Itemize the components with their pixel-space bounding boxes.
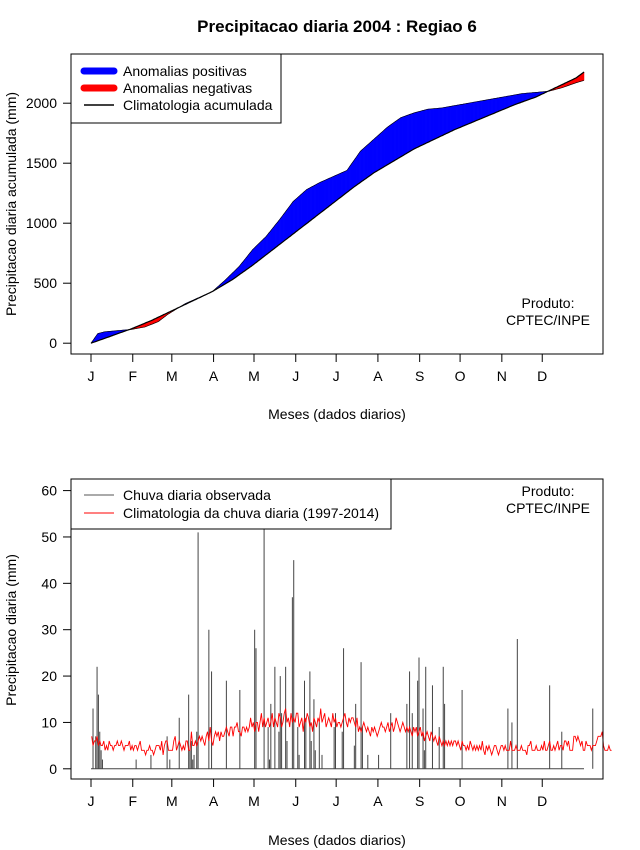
daily-ytick-label: 20: [41, 668, 57, 684]
daily-ytick-label: 40: [41, 575, 57, 591]
product-source: CPTEC/INPE: [506, 312, 590, 328]
acc-xtick-label: M: [248, 368, 260, 384]
daily-xtick-label: A: [209, 793, 219, 809]
daily-xtick-label: D: [537, 793, 547, 809]
daily-bars: [91, 513, 594, 770]
daily-xtick-label: J: [292, 793, 299, 809]
legend-label-negative: Anomalias negativas: [123, 80, 252, 96]
daily-ytick-label: 50: [41, 529, 57, 545]
acc-xtick-label: M: [166, 368, 178, 384]
daily-xtick-label: J: [88, 793, 95, 809]
legend-label-climatology: Climatologia da chuva diaria (1997-2014): [123, 505, 379, 521]
y-axis-title: Precipitacao diaria (mm): [3, 554, 19, 706]
acc-xtick-label: J: [333, 368, 340, 384]
legend-item-climatology: Climatologia acumulada: [84, 97, 273, 113]
acc-xtick-label: N: [497, 368, 507, 384]
acc-ytick-label: 2000: [26, 95, 57, 111]
daily-xtick-label: N: [497, 793, 507, 809]
y-axis: 0 500 1000 1500 2000: [26, 95, 71, 351]
x-axis-title: Meses (dados diarios): [268, 406, 406, 422]
legend-item-climatology: Climatologia da chuva diaria (1997-2014): [84, 505, 379, 521]
legend-item-positive: Anomalias positivas: [80, 63, 247, 79]
climatology-accumulated-line: [90, 71, 585, 344]
acc-ytick-label: 0: [49, 335, 57, 351]
plot-frame: [70, 53, 604, 355]
legend-item-negative: Anomalias negativas: [80, 80, 252, 96]
acc-xtick-label: S: [415, 368, 424, 384]
acc-xtick-label: A: [373, 368, 383, 384]
daily-xtick-label: J: [333, 793, 340, 809]
acc-xtick-label: F: [128, 368, 137, 384]
daily-chart: 0 10 20 30 40 50 60 J F M A M J J A S O N D Precipitacao …: [3, 478, 612, 848]
acc-ytick-label: 1000: [26, 215, 57, 231]
acc-xtick-label: J: [292, 368, 299, 384]
legend-label-positive: Anomalias positivas: [123, 63, 247, 79]
acc-xtick-label: A: [209, 368, 219, 384]
daily-xtick-label: A: [373, 793, 383, 809]
acc-ytick-label: 1500: [26, 155, 57, 171]
legend: Anomalias positivas Anomalias negativas …: [70, 53, 282, 124]
product-label: Produto:: [522, 295, 575, 311]
daily-xtick-label: M: [166, 793, 178, 809]
x-axis-title: Meses (dados diarios): [268, 832, 406, 848]
accumulated-chart: 0 500 1000 1500 2000 J F M A M J J A S O N D Precipitac…: [3, 53, 604, 422]
observed-accumulated-outline: [90, 80, 585, 344]
acc-ytick-label: 500: [34, 275, 58, 291]
legend-box: [70, 478, 392, 530]
y-axis: 0 10 20 30 40 50 60: [41, 483, 71, 777]
daily-ytick-label: 60: [41, 483, 57, 499]
legend: Chuva diaria observada Climatologia da c…: [70, 478, 392, 530]
product-label: Produto:: [522, 483, 575, 499]
legend-item-observed: Chuva diaria observada: [84, 487, 271, 503]
daily-xtick-label: O: [455, 793, 466, 809]
legend-label-climatology: Climatologia acumulada: [123, 97, 273, 113]
daily-ytick-label: 10: [41, 714, 57, 730]
daily-ytick-label: 30: [41, 622, 57, 638]
acc-xtick-label: O: [455, 368, 466, 384]
acc-xtick-label: D: [537, 368, 547, 384]
daily-xtick-label: S: [415, 793, 424, 809]
daily-climatology-line: [91, 708, 612, 757]
daily-ytick-label: 0: [49, 761, 57, 777]
legend-label-observed: Chuva diaria observada: [123, 487, 271, 503]
daily-xtick-label: M: [248, 793, 260, 809]
y-axis-title: Precipitacao diaria acumulada (mm): [3, 92, 19, 316]
product-source: CPTEC/INPE: [506, 500, 590, 516]
daily-xtick-label: F: [128, 793, 137, 809]
page-title: Precipitacao diaria 2004 : Regiao 6: [197, 17, 477, 36]
acc-xtick-label: J: [88, 368, 95, 384]
